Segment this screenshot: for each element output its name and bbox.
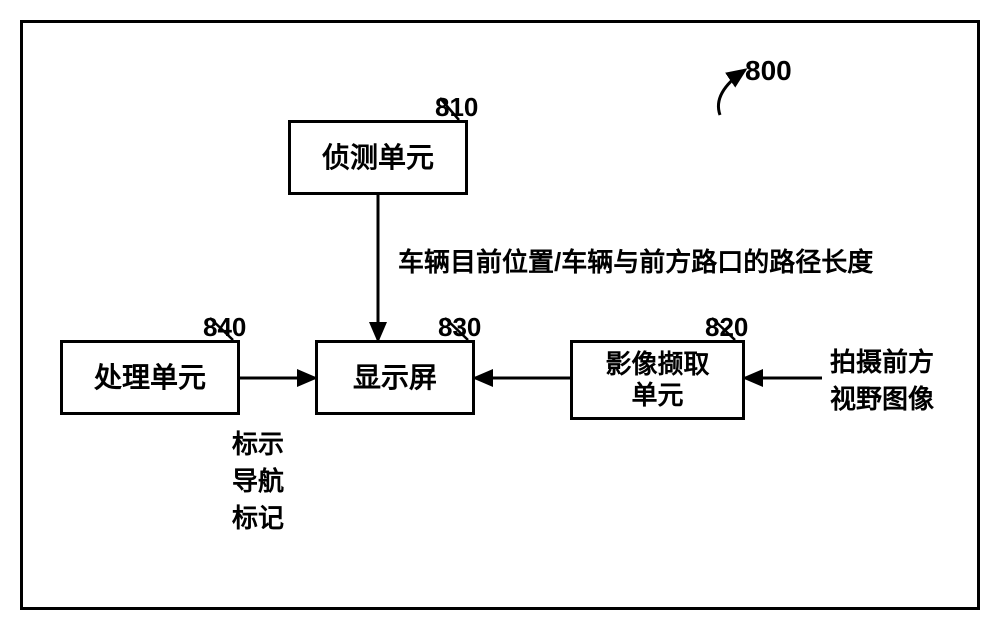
edge-label-capture-front: 拍摄前方 视野图像: [830, 342, 934, 416]
ref-830: 830: [438, 312, 481, 343]
figure-ref-800: 800: [745, 55, 792, 87]
edge-label-nav-mark: 标示 导航 标记: [232, 424, 284, 535]
diagram-frame: [20, 20, 980, 610]
ref-810: 810: [435, 92, 478, 123]
node-capture-label: 影像撷取 单元: [605, 349, 709, 411]
node-process-label: 处理单元: [94, 361, 206, 395]
node-process: 处理单元: [60, 340, 240, 415]
ref-820: 820: [705, 312, 748, 343]
node-capture: 影像撷取 单元: [570, 340, 745, 420]
node-display: 显示屏: [315, 340, 475, 415]
edge-label-position: 车辆目前位置/车辆与前方路口的路径长度: [398, 242, 873, 279]
node-detect: 侦测单元: [288, 120, 468, 195]
node-display-label: 显示屏: [353, 361, 437, 395]
node-detect-label: 侦测单元: [322, 141, 434, 175]
ref-840: 840: [203, 312, 246, 343]
